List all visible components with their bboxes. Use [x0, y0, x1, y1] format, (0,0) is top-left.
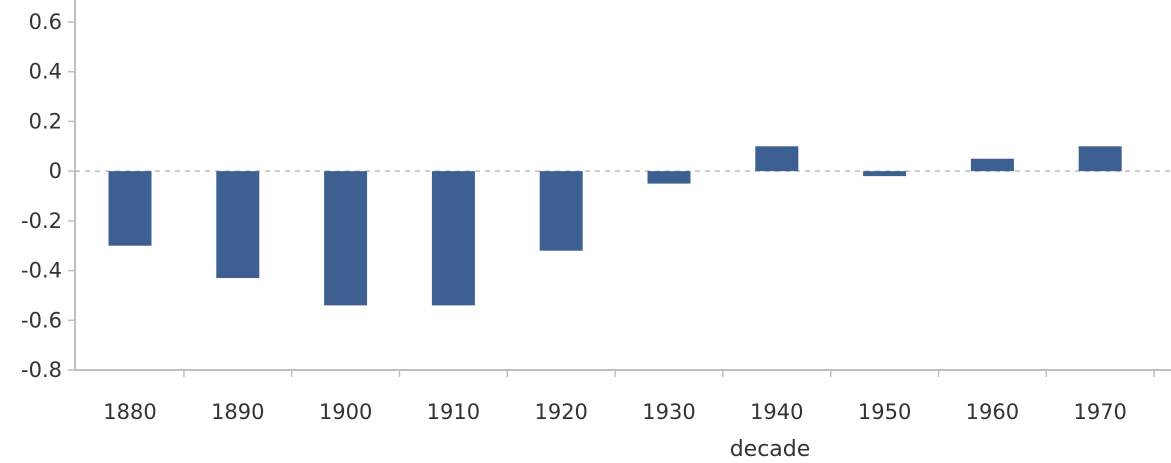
x-tick-label: 1940	[750, 400, 803, 424]
bar-1940	[755, 146, 799, 172]
bar-1950	[863, 171, 907, 177]
x-tick-label: 1960	[966, 400, 1019, 424]
x-axis-title: decade	[730, 437, 811, 462]
bar-1970	[1078, 146, 1122, 172]
y-tick-label: 0.6	[29, 10, 62, 34]
bar-1900	[324, 171, 368, 306]
y-tick-label: 0	[49, 159, 62, 183]
y-tick-label: -0.6	[21, 308, 62, 332]
y-tick-label: -0.4	[21, 259, 62, 283]
bar-1920	[539, 171, 583, 251]
x-axis: 1880 1890 1900 1910 1920 1930 1940 1950 1960 1970	[75, 369, 1171, 424]
bars	[108, 146, 1122, 306]
x-tick-label: 1890	[211, 400, 264, 424]
y-tick-label: -0.2	[21, 209, 62, 233]
y-tick-label: -0.8	[21, 358, 62, 382]
bar-1960	[970, 158, 1014, 172]
x-tick-label: 1930	[642, 400, 695, 424]
y-axis: 0.6 0.4 0.2 0 -0.2 -0.4 -0.6 -0.8	[21, 0, 1171, 382]
x-tick-label: 1950	[858, 400, 911, 424]
bar-1890	[216, 171, 260, 279]
bar-1910	[431, 171, 475, 306]
x-tick-label: 1920	[534, 400, 587, 424]
y-tick-label: 0.4	[29, 60, 62, 84]
x-tick-label: 1880	[103, 400, 156, 424]
x-tick-label: 1900	[319, 400, 372, 424]
bar-1930	[647, 171, 691, 184]
y-tick-label: 0.2	[29, 109, 62, 133]
x-tick-label: 1970	[1073, 400, 1126, 424]
bar-1880	[108, 171, 152, 246]
x-tick-label: 1910	[427, 400, 480, 424]
